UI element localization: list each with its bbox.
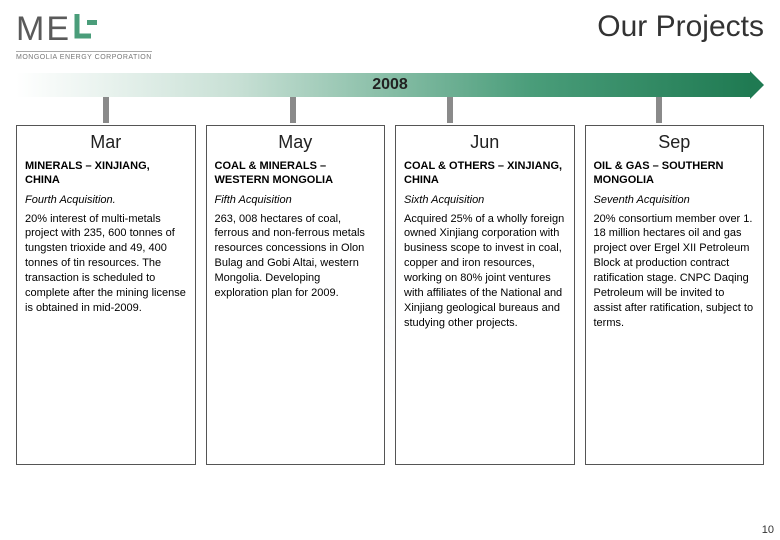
logo-mark-icon: [73, 10, 101, 49]
timeline-arrow: 2008: [16, 73, 764, 97]
card-body: Acquired 25% of a wholly foreign owned X…: [404, 212, 566, 331]
tick: [447, 97, 453, 123]
card-heading: MINERALS – XINJIANG, CHINA: [25, 159, 187, 188]
card-heading: COAL & OTHERS – XINJIANG, CHINA: [404, 159, 566, 188]
logo-letters: ME: [16, 10, 71, 49]
tick: [103, 97, 109, 123]
card-month: Sep: [594, 132, 756, 153]
card-subtitle: Fifth Acquisition: [215, 194, 377, 206]
card-month: Mar: [25, 132, 187, 153]
project-card: Jun COAL & OTHERS – XINJIANG, CHINA Sixt…: [395, 125, 575, 465]
card-subtitle: Fourth Acquisition.: [25, 194, 187, 206]
project-card: Sep OIL & GAS – SOUTHERN MONGOLIA Sevent…: [585, 125, 765, 465]
card-month: Jun: [404, 132, 566, 153]
logo-subtitle: MONGOLIA ENERGY CORPORATION: [16, 51, 152, 61]
cards-row: Mar MINERALS – XINJIANG, CHINA Fourth Ac…: [0, 125, 780, 465]
tick: [290, 97, 296, 123]
logo-text: ME: [16, 10, 152, 49]
year-label: 2008: [16, 73, 764, 97]
card-heading: OIL & GAS – SOUTHERN MONGOLIA: [594, 159, 756, 188]
project-card: Mar MINERALS – XINJIANG, CHINA Fourth Ac…: [16, 125, 196, 465]
card-heading: COAL & MINERALS – WESTERN MONGOLIA: [215, 159, 377, 188]
card-month: May: [215, 132, 377, 153]
project-card: May COAL & MINERALS – WESTERN MONGOLIA F…: [206, 125, 386, 465]
card-body: 20% consortium member over 1. 18 million…: [594, 212, 756, 331]
logo: ME MONGOLIA ENERGY CORPORATION: [16, 10, 152, 61]
tick: [656, 97, 662, 123]
card-subtitle: Seventh Acquisition: [594, 194, 756, 206]
page-title: Our Projects: [597, 10, 764, 44]
card-body: 20% interest of multi-metals project wit…: [25, 212, 187, 316]
card-subtitle: Sixth Acquisition: [404, 194, 566, 206]
card-body: 263, 008 hectares of coal, ferrous and n…: [215, 212, 377, 301]
page-number: 10: [762, 524, 774, 536]
timeline-ticks: [16, 97, 764, 125]
header: ME MONGOLIA ENERGY CORPORATION Our Proje…: [0, 0, 780, 67]
